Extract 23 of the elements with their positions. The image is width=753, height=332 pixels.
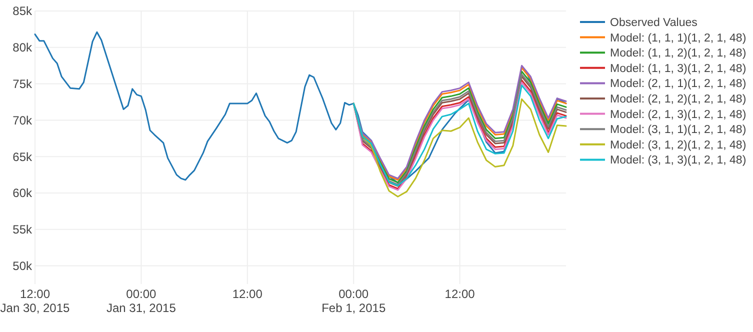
y-tick-label: 60k [12,186,33,200]
x-tick-label: 12:00 [444,287,476,301]
legend-label: Model: (2, 1, 1)(1, 2, 1, 48) [610,78,746,90]
y-tick-label: 80k [12,40,33,55]
legend-label: Model: (2, 1, 3)(1, 2, 1, 48) [610,108,746,121]
legend-label: Model: (1, 1, 1)(1, 2, 1, 48) [610,32,746,44]
x-tick-label: 00:00 Feb 1, 2015 [322,287,386,315]
y-tick-label: 50k [12,259,33,273]
x-tick-label: 00:00 Jan 31, 2015 [106,287,176,315]
legend-label: Model: (1, 1, 3)(1, 2, 1, 48) [610,62,746,75]
y-tick-label: 65k [12,150,33,164]
legend-label: Model: (3, 1, 3)(1, 2, 1, 48) [610,154,746,167]
legend-label: Model: (3, 1, 1)(1, 2, 1, 48) [610,124,746,136]
x-tick-label: 12:00 [232,287,263,301]
y-tick-label: 85k [12,4,33,18]
y-tick-label: 55k [12,222,33,237]
legend-label: Model: (1, 1, 2)(1, 2, 1, 48) [610,48,746,60]
y-tick-label: 75k [12,77,33,91]
y-tick-label: 70k [12,113,33,128]
legend-label: Observed Values [610,17,698,30]
x-tick-label: 12:00 Jan 30, 2015 [0,287,70,315]
legend-label: Model: (2, 1, 2)(1, 2, 1, 48) [610,94,746,106]
legend-label: Model: (3, 1, 2)(1, 2, 1, 48) [610,139,746,152]
